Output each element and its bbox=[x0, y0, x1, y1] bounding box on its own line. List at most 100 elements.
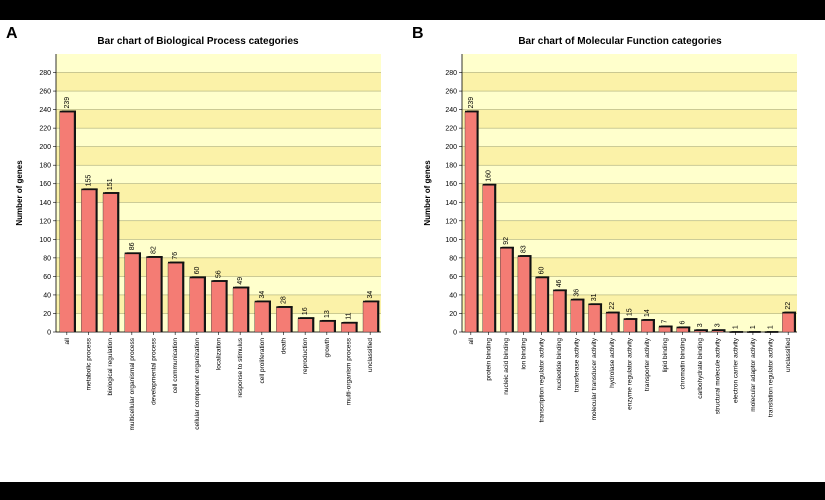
bar bbox=[81, 189, 96, 333]
category-label: localization bbox=[216, 338, 223, 371]
chart-title: Bar chart of Molecular Function categori… bbox=[518, 36, 722, 47]
data-label: 22 bbox=[785, 302, 792, 310]
y-tick-label: 220 bbox=[445, 126, 457, 133]
data-label: 7 bbox=[662, 320, 669, 324]
plot-band bbox=[56, 220, 381, 240]
bar bbox=[59, 111, 75, 333]
category-label: cellular component organization bbox=[194, 338, 201, 430]
y-tick-label: 220 bbox=[39, 126, 51, 133]
category-label: ion binding bbox=[521, 338, 528, 370]
y-tick-label: 180 bbox=[39, 163, 51, 170]
y-axis-title: Number of genes bbox=[15, 160, 24, 226]
category-label: nucleotide binding bbox=[556, 338, 563, 391]
data-label: 92 bbox=[503, 237, 510, 245]
bar bbox=[500, 248, 513, 333]
bar bbox=[276, 307, 291, 333]
y-axis-title: Number of genes bbox=[423, 160, 432, 226]
bar bbox=[232, 287, 248, 333]
category-label: response to stimulus bbox=[237, 337, 244, 397]
bar bbox=[341, 323, 356, 333]
chart-title: Bar chart of Biological Process categori… bbox=[97, 36, 299, 47]
y-tick-label: 240 bbox=[39, 107, 51, 114]
plot-band bbox=[462, 72, 797, 92]
y-tick-label: 0 bbox=[453, 330, 457, 337]
category-label: multicellular organismal process bbox=[129, 337, 136, 430]
data-label: 3 bbox=[697, 323, 704, 327]
category-label: biological regulation bbox=[107, 338, 114, 396]
data-label: 36 bbox=[574, 289, 581, 297]
category-label: metabolic process bbox=[86, 337, 93, 390]
bar bbox=[482, 185, 495, 333]
category-label: death bbox=[281, 338, 288, 355]
data-label: 155 bbox=[86, 175, 93, 187]
category-label: structural molecule activity bbox=[715, 337, 722, 414]
bar bbox=[254, 301, 270, 333]
bar bbox=[211, 281, 226, 333]
bar bbox=[535, 277, 548, 333]
data-label: 239 bbox=[64, 97, 71, 109]
plot-band bbox=[56, 109, 381, 129]
category-label: transporter activity bbox=[644, 337, 651, 391]
bar bbox=[102, 193, 118, 333]
data-label: 6 bbox=[679, 320, 686, 324]
bar bbox=[362, 301, 378, 333]
panel-letter: B bbox=[412, 25, 424, 42]
bar bbox=[641, 320, 654, 333]
y-tick-label: 20 bbox=[449, 311, 457, 318]
y-tick-label: 120 bbox=[445, 218, 457, 225]
category-label: transcription regulator activity bbox=[538, 337, 545, 422]
data-label: 11 bbox=[346, 312, 353, 319]
data-label: 13 bbox=[324, 310, 331, 318]
y-tick-label: 280 bbox=[39, 70, 51, 77]
plot-band bbox=[56, 72, 381, 92]
plot-band bbox=[462, 183, 797, 203]
chart-panel-a: A Bar chart of Biological Process categor… bbox=[6, 25, 381, 430]
y-tick-label: 200 bbox=[445, 144, 457, 151]
figure-canvas: A Bar chart of Biological Process categor… bbox=[0, 20, 825, 482]
category-label: unclassified bbox=[367, 338, 374, 372]
category-label: cell communication bbox=[172, 338, 179, 394]
data-label: 1 bbox=[750, 325, 757, 329]
data-label: 22 bbox=[609, 302, 616, 310]
y-tick-label: 160 bbox=[445, 181, 457, 188]
bar bbox=[297, 318, 313, 333]
data-label: 83 bbox=[521, 245, 528, 253]
bar bbox=[658, 326, 671, 333]
plot-band bbox=[462, 220, 797, 240]
data-label: 60 bbox=[538, 267, 545, 275]
bar bbox=[167, 262, 183, 333]
bar bbox=[319, 321, 335, 333]
y-tick-label: 100 bbox=[39, 237, 51, 244]
data-label: 3 bbox=[715, 323, 722, 327]
data-label: 82 bbox=[151, 246, 158, 254]
figure-svg: A Bar chart of Biological Process categor… bbox=[6, 25, 797, 430]
y-tick-label: 40 bbox=[449, 292, 457, 299]
data-label: 76 bbox=[172, 252, 179, 260]
category-label: lipid binding bbox=[662, 338, 669, 373]
plot-band bbox=[462, 257, 797, 277]
data-label: 31 bbox=[591, 293, 598, 301]
y-tick-label: 120 bbox=[39, 218, 51, 225]
y-tick-label: 0 bbox=[47, 330, 51, 337]
panel-letter: A bbox=[6, 25, 18, 42]
category-label: developmental process bbox=[151, 337, 158, 405]
category-label: electron carrier activity bbox=[732, 337, 739, 403]
y-tick-label: 80 bbox=[449, 255, 457, 262]
y-tick-label: 200 bbox=[39, 144, 51, 151]
data-label: 16 bbox=[302, 307, 309, 315]
bar bbox=[605, 312, 618, 333]
data-label: 239 bbox=[468, 97, 475, 109]
category-label: chromatin binding bbox=[679, 338, 686, 390]
category-label: multi-organism process bbox=[346, 337, 353, 405]
data-label: 60 bbox=[194, 267, 201, 275]
category-label: nucleic acid binding bbox=[503, 338, 510, 395]
data-label: 34 bbox=[367, 291, 374, 299]
category-label: unclassified bbox=[785, 338, 792, 372]
y-tick-label: 140 bbox=[39, 200, 51, 207]
y-tick-label: 180 bbox=[445, 163, 457, 170]
category-label: growth bbox=[324, 338, 331, 358]
y-tick-label: 100 bbox=[445, 237, 457, 244]
y-tick-label: 160 bbox=[39, 181, 51, 188]
data-label: 1 bbox=[732, 325, 739, 329]
category-label: cell proliferation bbox=[259, 338, 266, 384]
